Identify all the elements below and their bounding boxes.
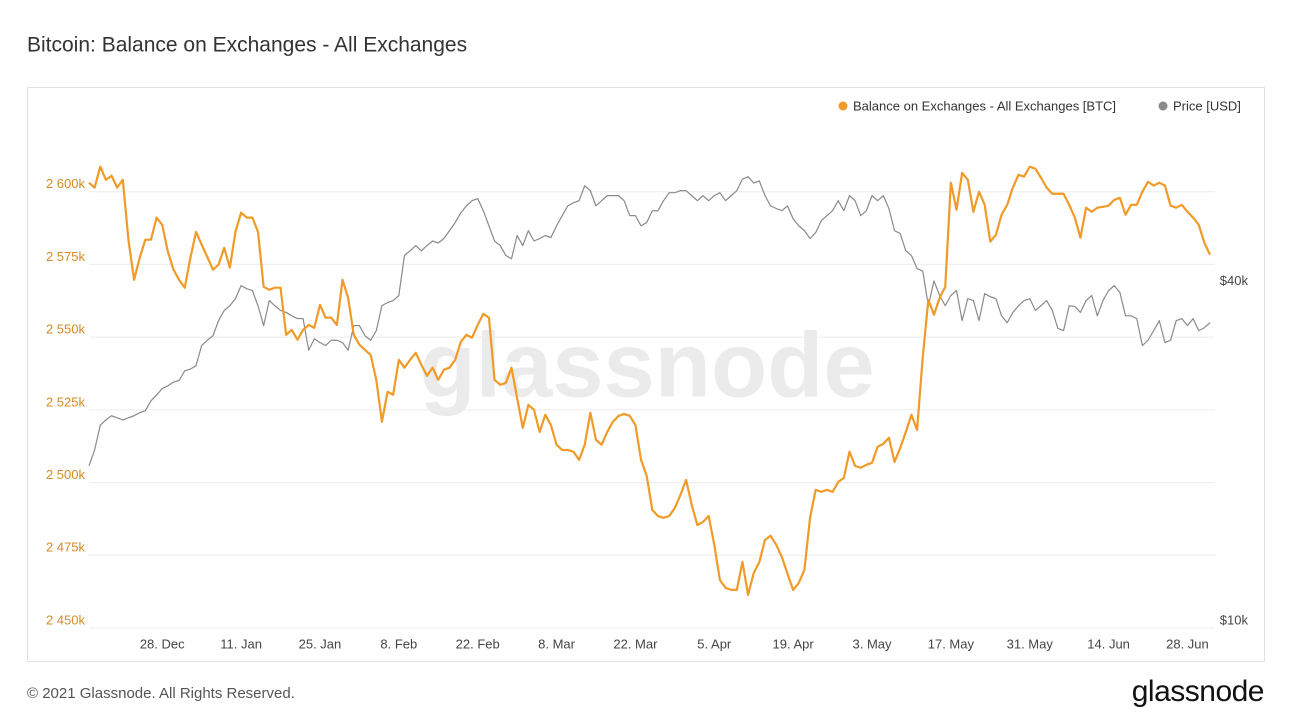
copyright: © 2021 Glassnode. All Rights Reserved. bbox=[27, 685, 295, 702]
legend-marker bbox=[1158, 101, 1168, 111]
y-tick-label: 2 475k bbox=[46, 540, 86, 555]
x-tick-label: 11. Jan bbox=[220, 636, 262, 651]
legend-label: Balance on Exchanges - All Exchanges [BT… bbox=[853, 98, 1116, 113]
x-tick-label: 14. Jun bbox=[1087, 636, 1130, 651]
x-tick-label: 28. Dec bbox=[140, 636, 185, 651]
plot: glassnode 2 450k 2 475k 2 500k 2 525k 2 550k 2… bbox=[46, 98, 1249, 651]
y-tick-label: 2 550k bbox=[46, 322, 86, 337]
y-tick-label: 2 575k bbox=[46, 249, 86, 264]
brand-logo: glassnode bbox=[1132, 675, 1264, 708]
chart-title: Bitcoin: Balance on Exchanges - All Exch… bbox=[27, 34, 467, 57]
y-tick-label: 2 525k bbox=[46, 394, 86, 409]
watermark: glassnode bbox=[419, 314, 874, 416]
x-tick-label: 19. Apr bbox=[773, 636, 815, 651]
chart-frame bbox=[27, 87, 1265, 662]
legend-label: Price [USD] bbox=[1173, 98, 1241, 113]
x-tick-label: 8. Feb bbox=[380, 636, 417, 651]
legend-marker bbox=[838, 101, 848, 111]
x-tick-label: 25. Jan bbox=[299, 636, 342, 651]
x-tick-label: 17. May bbox=[928, 636, 975, 651]
x-tick-label: 3. May bbox=[853, 636, 893, 651]
x-tick-label: 22. Feb bbox=[456, 636, 500, 651]
price-line bbox=[88, 176, 1211, 466]
x-tick-label: 31. May bbox=[1007, 636, 1054, 651]
y2-tick-label: $40k bbox=[1220, 273, 1249, 288]
balance-line bbox=[88, 165, 1211, 596]
y2-tick-label: $10k bbox=[1220, 612, 1249, 627]
y-tick-label: 2 500k bbox=[46, 467, 86, 482]
y-tick-label: 2 450k bbox=[46, 612, 86, 627]
x-tick-label: 8. Mar bbox=[538, 636, 576, 651]
x-tick-label: 5. Apr bbox=[697, 636, 732, 651]
x-tick-label: 28. Jun bbox=[1166, 636, 1209, 651]
y-tick-label: 2 600k bbox=[46, 176, 86, 191]
x-tick-label: 22. Mar bbox=[613, 636, 658, 651]
